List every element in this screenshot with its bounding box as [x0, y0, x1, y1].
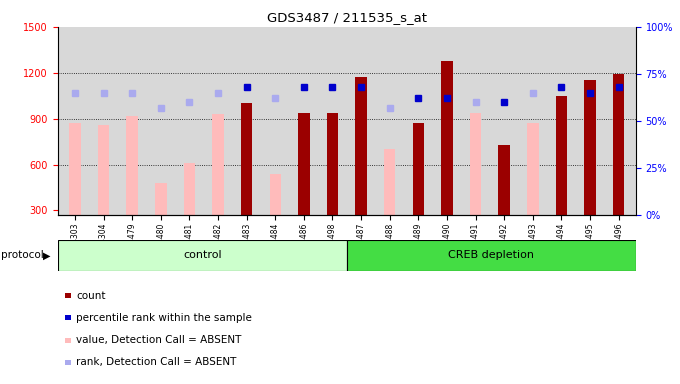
Bar — [69, 123, 81, 215]
Bar — [441, 61, 453, 215]
Bar — [241, 103, 252, 215]
Bar — [212, 114, 224, 215]
Text: protocol: protocol — [1, 250, 44, 260]
Bar — [584, 80, 596, 215]
Bar — [613, 74, 624, 215]
Bar — [298, 113, 309, 215]
Bar — [470, 113, 481, 215]
Text: percentile rank within the sample: percentile rank within the sample — [76, 313, 252, 323]
Text: ▶: ▶ — [43, 250, 50, 260]
Text: control: control — [183, 250, 222, 260]
Bar — [384, 149, 396, 215]
Bar — [498, 145, 510, 215]
Bar — [58, 240, 347, 271]
Text: CREB depletion: CREB depletion — [448, 250, 534, 260]
Bar — [347, 240, 636, 271]
Text: value, Detection Call = ABSENT: value, Detection Call = ABSENT — [76, 335, 241, 345]
Bar — [356, 77, 367, 215]
Bar — [126, 116, 138, 215]
Bar — [413, 123, 424, 215]
Bar — [327, 113, 338, 215]
Text: rank, Detection Call = ABSENT: rank, Detection Call = ABSENT — [76, 358, 237, 367]
Bar — [556, 96, 567, 215]
Bar — [98, 125, 109, 215]
Bar — [155, 183, 167, 215]
Bar — [269, 174, 281, 215]
Bar — [184, 163, 195, 215]
Bar — [527, 123, 539, 215]
Text: GDS3487 / 211535_s_at: GDS3487 / 211535_s_at — [267, 12, 427, 25]
Text: count: count — [76, 291, 105, 301]
